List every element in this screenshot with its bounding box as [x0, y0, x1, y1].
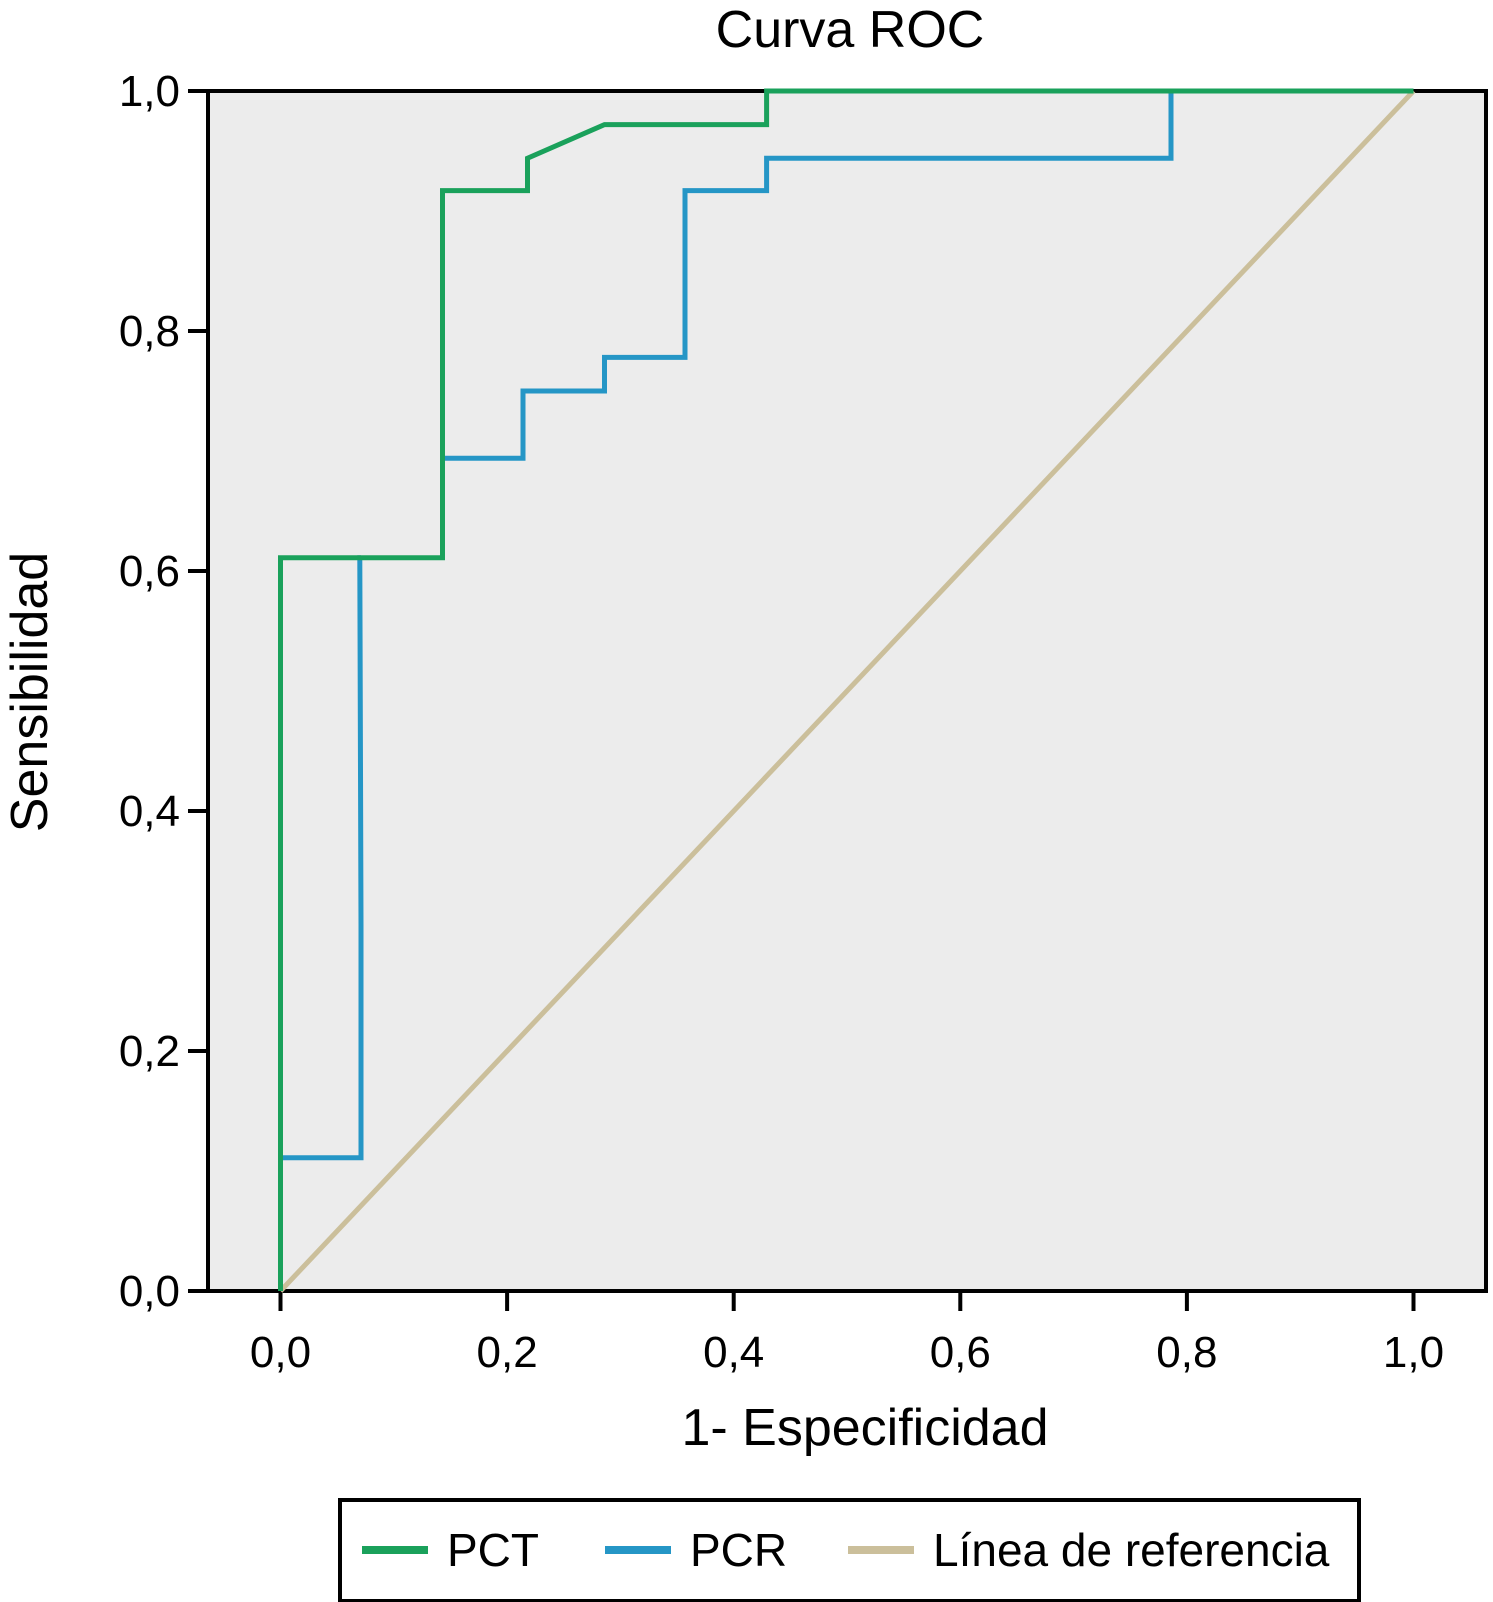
series-line-l-nea-de-referencia [278, 89, 1416, 1293]
legend-label: PCT [447, 1524, 539, 1576]
y-tick-label: 0,2 [119, 1027, 180, 1076]
y-tick-label: 0,6 [119, 547, 180, 596]
series-layer [278, 88, 1416, 1293]
y-axis-title: Sensibilidad [1, 552, 59, 832]
x-tick-label: 1,0 [1383, 1328, 1444, 1377]
x-tick-label: 0,4 [703, 1328, 764, 1377]
x-tick-label: 0,0 [250, 1328, 311, 1377]
legend-label: PCR [690, 1524, 787, 1576]
legend [338, 1498, 1361, 1602]
series-line-pcr [442, 88, 1414, 461]
y-tick-label: 0,0 [119, 1267, 180, 1316]
y-tick-label: 1,0 [119, 67, 180, 116]
x-tick-label: 0,2 [477, 1328, 538, 1377]
legend-label: Línea de referencia [933, 1524, 1330, 1576]
series-line-pct [278, 88, 1414, 1291]
x-axis-title: 1- Especificidad [681, 1399, 1048, 1457]
legend-items: PCT PCR Línea de referencia [362, 1524, 1330, 1576]
x-tick-label: 0,8 [1156, 1328, 1217, 1377]
y-tick-label: 0,4 [119, 787, 180, 836]
x-tick-label: 0,6 [930, 1328, 991, 1377]
chart-title: Curva ROC [716, 1, 985, 59]
axis-ticks: 0,0 0,2 0,4 0,6 0,8 1,0 0,0 0,2 0,4 0,6 0,8 1,0 [119, 67, 1444, 1377]
y-tick-label: 0,8 [119, 307, 180, 356]
